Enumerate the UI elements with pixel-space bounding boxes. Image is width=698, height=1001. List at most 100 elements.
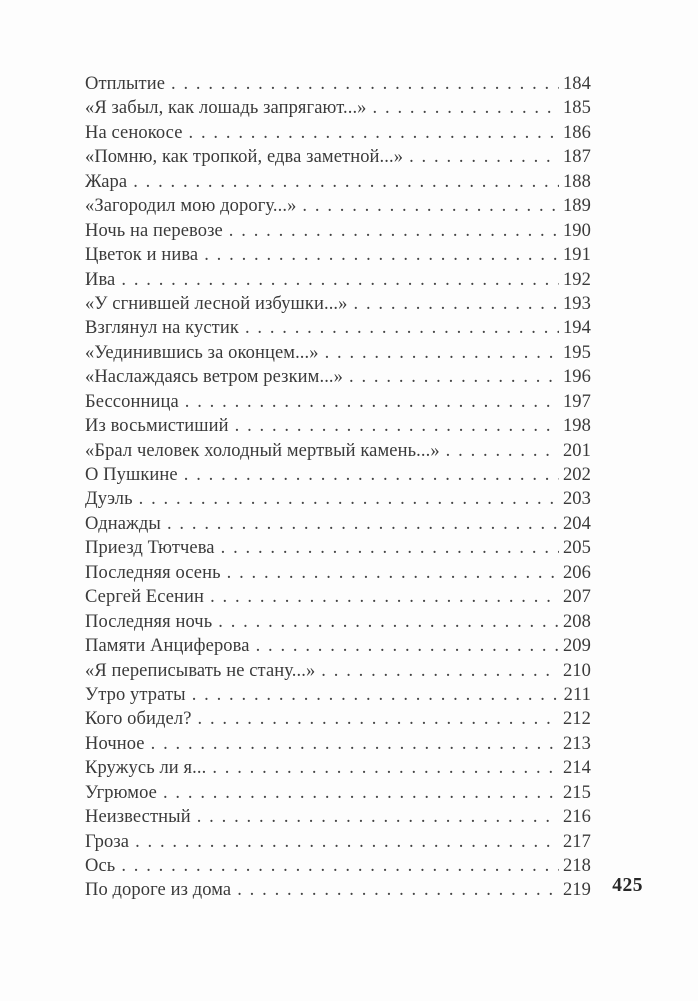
toc-entry-page: 194 (562, 318, 591, 339)
toc-dot-leader (319, 341, 559, 365)
toc-entry-title: Ночное (85, 733, 145, 754)
toc-entry-title: Цветок и нива (85, 245, 199, 266)
toc-entry-page: 185 (562, 98, 591, 119)
toc-row: «Я переписывать не стану...» 210 (85, 659, 591, 683)
toc-entry-title: На сенокосе (85, 122, 183, 143)
toc-entry-title: Ива (85, 269, 116, 290)
toc-entry-page: 212 (562, 709, 591, 730)
toc-entry-page: 191 (562, 245, 591, 266)
toc-dot-leader (157, 781, 559, 805)
toc-row: Последняя ночь 208 (85, 610, 591, 634)
toc-entry-title: Кого обидел? (85, 709, 192, 730)
toc-entry-title: Памяти Анциферова (85, 636, 250, 657)
toc-dot-leader (215, 536, 559, 560)
toc-row: Кружусь ли я... 214 (85, 756, 591, 780)
toc-dot-leader (229, 414, 559, 438)
toc-row: Ось 218 (85, 854, 591, 878)
toc-entry-title: Последняя осень (85, 562, 221, 583)
toc-dot-leader (161, 512, 559, 536)
toc-entry-page: 189 (562, 196, 591, 217)
toc-dot-leader (231, 878, 559, 902)
toc-entry-page: 195 (562, 342, 591, 363)
toc-row: Приезд Тютчева 205 (85, 536, 591, 560)
toc-dot-leader (192, 707, 560, 731)
toc-row: «Брал человек холодный мертвый камень...… (85, 439, 591, 463)
toc-dot-leader (129, 830, 559, 854)
toc-entry-page: 216 (562, 807, 591, 828)
toc-entry-page: 188 (562, 171, 591, 192)
toc-row: Цветок и нива 191 (85, 243, 591, 267)
toc-dot-leader (343, 365, 559, 389)
toc-row: Гроза 217 (85, 830, 591, 854)
toc-dot-leader (204, 585, 559, 609)
toc-entry-page: 215 (562, 782, 591, 803)
toc-row: Ночное 213 (85, 732, 591, 756)
toc-dot-leader (348, 292, 559, 316)
toc-entry-title: Взглянул на кустик (85, 318, 239, 339)
toc-entry-page: 201 (562, 440, 591, 461)
toc-dot-leader (403, 145, 559, 169)
toc-entry-title: О Пушкине (85, 465, 178, 485)
toc-row: «Помню, как тропкой, едва заметной...» 18… (85, 145, 591, 169)
toc-dot-leader (198, 243, 559, 267)
toc-entry-title: Бессонница (85, 391, 179, 412)
toc-entry-page: 217 (562, 831, 591, 852)
toc-entry-title: Отплытие (85, 74, 166, 94)
toc-entry-page: 192 (562, 269, 591, 290)
toc-entry-title: Дуэль (85, 489, 133, 510)
toc-row: Утро утраты 211 (85, 683, 591, 707)
page-folio: 425 (612, 875, 643, 896)
toc-row: Неизвестный 216 (85, 805, 591, 829)
toc-dot-leader (250, 634, 559, 658)
toc-row: О Пушкине 202 (85, 463, 591, 487)
toc-entry-title: Последняя ночь (85, 611, 213, 632)
toc-row: «Загородил мою дорогу...» 189 (85, 194, 591, 218)
toc-row: Однажды 204 (85, 512, 591, 536)
toc-dot-leader (239, 316, 559, 340)
toc-entry-title: Однажды (85, 513, 161, 534)
toc-row: Ночь на перевозе 190 (85, 219, 591, 243)
toc-dot-leader (367, 96, 559, 120)
toc-dot-leader (127, 170, 559, 194)
toc-dot-leader (223, 219, 559, 243)
toc-row: По дороге из дома 219 (85, 878, 591, 902)
toc-row: Угрюмое 215 (85, 781, 591, 805)
toc-entry-title: Гроза (85, 831, 130, 852)
toc-entry-title: «Брал человек холодный мертвый камень...… (85, 440, 440, 461)
toc-row: «У сгнившей лесной избушки...» 193 (85, 292, 591, 316)
toc-row: На сенокосе 186 (85, 121, 591, 145)
toc-entry-page: 211 (563, 684, 591, 705)
toc-entry-title: «Уединившись за оконцем...» (85, 342, 319, 363)
toc-entry-title: «У сгнившей лесной избушки...» (85, 293, 348, 314)
toc-entry-title: Кружусь ли я... (85, 758, 207, 779)
toc-entry-page: 205 (562, 538, 591, 559)
toc-dot-leader (133, 487, 559, 511)
toc-dot-leader (165, 72, 559, 96)
toc-entry-page: 210 (562, 660, 591, 681)
toc-entry-title: «Загородил мою дорогу...» (85, 196, 297, 217)
toc-entry-page: 219 (562, 880, 591, 901)
toc-entry-page: 190 (562, 220, 591, 241)
toc-dot-leader (206, 756, 559, 780)
toc-entry-page: 184 (562, 74, 591, 94)
toc-row: Жара 188 (85, 170, 591, 194)
toc-entry-page: 202 (562, 465, 591, 485)
toc-entry-page: 213 (562, 733, 591, 754)
toc-row: Памяти Анциферова 209 (85, 634, 591, 658)
toc-entry-page: 196 (562, 367, 591, 388)
toc-entry-page: 214 (562, 758, 591, 779)
toc-row: Отплытие 184 (85, 72, 591, 96)
toc-entry-page: 208 (562, 611, 591, 632)
toc-entry-title: Сергей Есенин (85, 587, 205, 608)
toc-entry-title: «Наслаждаясь ветром резким...» (85, 367, 344, 388)
toc-entry-page: 187 (562, 147, 591, 168)
toc-entry-page: 198 (562, 416, 591, 437)
toc-entry-page: 209 (562, 636, 591, 657)
toc-row: Сергей Есенин 207 (85, 585, 591, 609)
toc-dot-leader (179, 390, 559, 414)
toc-entry-page: 206 (562, 562, 591, 583)
toc-entry-page: 218 (562, 856, 591, 876)
toc-entry-page: 186 (562, 122, 591, 143)
toc-entry-title: Утро утраты (85, 684, 186, 705)
toc-list: Отплытие184«Я забыл, как лошадь запрягаю… (85, 72, 591, 903)
